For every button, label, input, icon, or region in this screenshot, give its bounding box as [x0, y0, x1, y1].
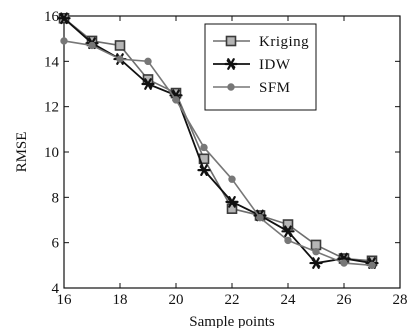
- data-point-sfm: [88, 41, 96, 50]
- legend-marker-idw: [224, 58, 238, 70]
- legend-box: [204, 23, 317, 111]
- data-point-kriging: [114, 40, 126, 51]
- x-axis-label: Sample points: [189, 314, 275, 328]
- y-tick-label: 6: [52, 236, 60, 252]
- x-tick-label: 16: [57, 292, 73, 308]
- data-point-idw: [225, 196, 239, 208]
- x-tick-label: 18: [113, 292, 128, 308]
- axis-ticks: 16 18 20 22 24 26 28 4 6 8 10 12 14 16: [44, 9, 408, 308]
- data-point-sfm: [312, 248, 320, 256]
- data-point-sfm: [284, 236, 292, 245]
- x-tick-label: 28: [393, 292, 408, 308]
- legend-entry-idw: IDW: [213, 57, 291, 73]
- x-tick-label: 24: [281, 292, 297, 308]
- data-point-kriging: [226, 203, 238, 214]
- legend-entry-kriging: Kriging: [213, 34, 309, 50]
- y-tick-label: 14: [44, 54, 60, 70]
- y-axis-label: RMSE: [14, 132, 30, 173]
- series-layer: [57, 12, 379, 270]
- legend-label: SFM: [259, 80, 291, 96]
- data-point-idw: [197, 164, 211, 176]
- x-tick-label: 22: [225, 292, 240, 308]
- x-tick-label: 26: [337, 292, 353, 308]
- data-point-idw: [281, 225, 295, 238]
- data-point-sfm: [144, 57, 152, 66]
- legend-marker-kriging: [225, 35, 237, 47]
- legend-entry-sfm: SFM: [213, 80, 291, 96]
- data-point-sfm: [200, 143, 208, 152]
- legend-label: IDW: [259, 57, 291, 73]
- data-point-idw: [57, 12, 71, 25]
- data-point-sfm: [340, 259, 348, 267]
- legend-marker-sfm: [227, 83, 235, 91]
- data-point-idw: [141, 78, 155, 90]
- series-line-sfm: [63, 40, 373, 267]
- series-sfm: [60, 37, 376, 270]
- data-point-sfm: [228, 175, 236, 183]
- legend-label: Kriging: [259, 34, 309, 50]
- y-tick-label: 8: [52, 190, 60, 206]
- data-point-sfm: [172, 96, 180, 104]
- y-tick-label: 16: [44, 9, 60, 25]
- data-point-kriging: [282, 219, 294, 230]
- y-tick-label: 10: [44, 145, 59, 161]
- data-point-sfm: [256, 214, 264, 222]
- legend: Kriging IDW SFM: [204, 23, 317, 111]
- data-point-idw: [309, 257, 323, 269]
- y-tick-label: 4: [52, 281, 60, 297]
- y-tick-label: 12: [44, 100, 59, 116]
- data-point-sfm: [116, 55, 124, 63]
- data-point-sfm: [60, 37, 68, 45]
- data-point-sfm: [368, 261, 376, 270]
- x-tick-label: 20: [169, 292, 184, 308]
